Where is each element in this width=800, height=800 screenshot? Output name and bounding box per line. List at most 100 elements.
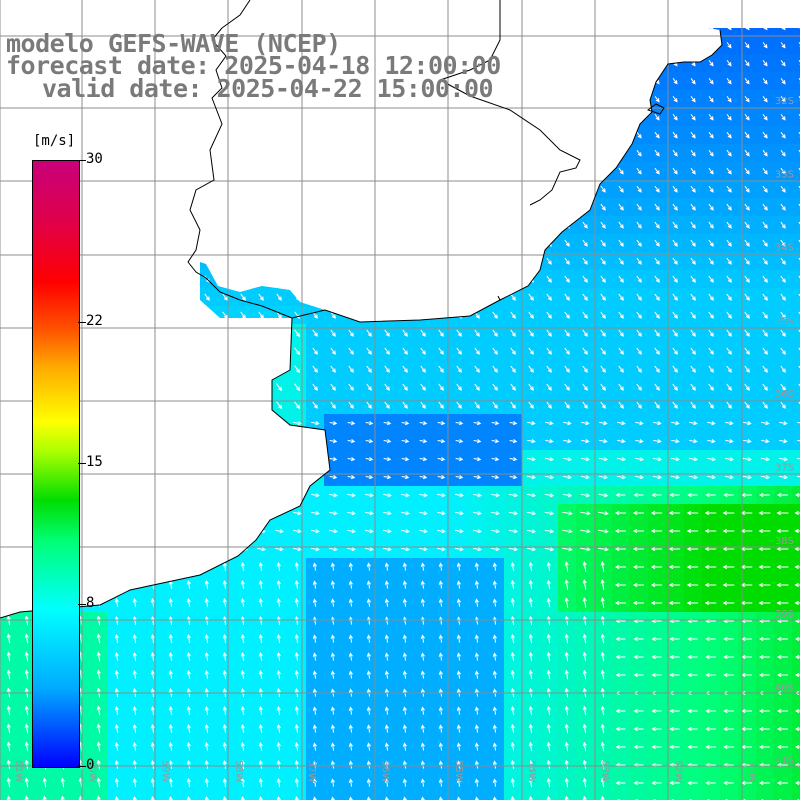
wind-arrow <box>762 78 768 85</box>
wind-arrow <box>690 95 696 103</box>
wind-arrow <box>582 221 588 229</box>
wind-arrow <box>726 383 732 391</box>
wind-arrow <box>546 347 552 355</box>
wind-arrow <box>690 78 696 85</box>
wind-arrow <box>276 383 283 392</box>
wind-arrow <box>618 383 624 391</box>
wind-arrow <box>636 185 642 193</box>
wind-arrow <box>744 401 750 409</box>
speed-cell <box>792 54 800 73</box>
wind-arrow <box>780 347 786 355</box>
wind-arrow <box>690 257 696 265</box>
wind-arrow <box>438 401 444 409</box>
valid-date: valid date: 2025-04-22 15:00:00 <box>42 74 494 103</box>
wind-arrow <box>348 347 354 355</box>
wind-arrow <box>780 78 786 85</box>
wind-arrow <box>762 113 768 121</box>
wind-arrow <box>240 293 246 301</box>
wind-arrow <box>564 383 570 391</box>
wind-arrow <box>690 203 696 211</box>
wind-arrow <box>402 347 408 355</box>
wind-arrow <box>420 347 426 355</box>
wind-arrow <box>708 221 714 229</box>
legend-unit: [m/s] <box>33 133 76 149</box>
wind-arrow <box>654 95 660 103</box>
wind-arrow <box>672 149 678 157</box>
speed-cell <box>18 792 37 800</box>
wind-arrow <box>563 421 572 426</box>
wind-arrow <box>672 329 678 337</box>
wind-arrow <box>654 365 660 373</box>
wind-arrow <box>654 149 660 157</box>
wind-arrow <box>762 239 768 247</box>
wind-arrow <box>366 401 372 409</box>
wind-arrow <box>635 421 644 426</box>
wind-arrow <box>366 365 372 373</box>
wind-arrow <box>600 275 606 283</box>
wind-arrow <box>636 329 642 337</box>
wind-arrow <box>690 221 696 229</box>
wind-arrow <box>762 167 768 175</box>
wind-arrow <box>492 347 498 355</box>
wind-arrow <box>708 167 714 175</box>
speed-cell <box>792 126 800 145</box>
wind-arrow <box>564 275 570 283</box>
wind-arrow <box>384 401 390 409</box>
wind-arrow <box>402 383 408 391</box>
longitude-label: 53W <box>599 760 610 783</box>
wind-arrow <box>780 365 786 373</box>
wind-arrow <box>672 221 678 229</box>
wind-arrow <box>546 311 552 319</box>
wind-arrow <box>474 401 480 409</box>
wind-arrow <box>292 421 303 426</box>
wind-arrow <box>420 401 426 409</box>
wind-arrow <box>545 421 554 426</box>
wind-arrow <box>618 167 624 175</box>
wind-arrow <box>492 329 498 337</box>
wind-arrow <box>744 365 750 373</box>
speed-cell <box>792 396 800 415</box>
wind-arrow <box>384 383 390 391</box>
wind-arrow <box>294 401 301 410</box>
wind-arrow <box>294 383 301 392</box>
wind-arrow <box>726 42 732 49</box>
wind-arrow <box>618 365 624 373</box>
wind-arrow <box>510 311 516 319</box>
wind-arrow <box>762 257 768 265</box>
wind-arrow <box>762 131 768 139</box>
wind-arrow <box>474 383 480 391</box>
wind-arrow <box>780 28 786 31</box>
wind-arrow <box>420 365 426 373</box>
wind-arrow <box>672 311 678 319</box>
wind-arrow <box>690 239 696 247</box>
wind-arrow <box>546 329 552 337</box>
wind-arrow <box>564 239 570 247</box>
wind-arrow <box>330 311 336 319</box>
wind-arrow <box>744 347 750 355</box>
wind-arrow <box>654 239 660 247</box>
wind-arrow <box>654 167 660 175</box>
wind-arrow <box>654 185 660 193</box>
wind-arrow <box>510 383 516 391</box>
wind-arrow <box>600 293 606 301</box>
wind-arrow <box>636 365 642 373</box>
wind-arrow <box>654 401 660 409</box>
wind-arrow <box>762 329 768 337</box>
wind-arrow <box>456 329 462 337</box>
speed-cell <box>576 792 595 800</box>
wind-arrow <box>636 221 642 229</box>
wind-arrow <box>600 347 606 355</box>
wind-arrow <box>690 401 696 409</box>
wind-arrow <box>402 365 408 373</box>
wind-arrow <box>690 149 696 157</box>
speed-cell <box>738 28 757 37</box>
wind-arrow <box>780 95 786 103</box>
longitude-label: 51W <box>746 760 757 783</box>
wind-arrow <box>672 275 678 283</box>
wind-arrow <box>708 203 714 211</box>
wind-arrow <box>672 113 678 121</box>
legend-tick-label: 0 <box>86 757 95 773</box>
speed-cell <box>774 28 793 37</box>
wind-arrow <box>618 203 624 211</box>
wind-arrow <box>348 383 354 391</box>
